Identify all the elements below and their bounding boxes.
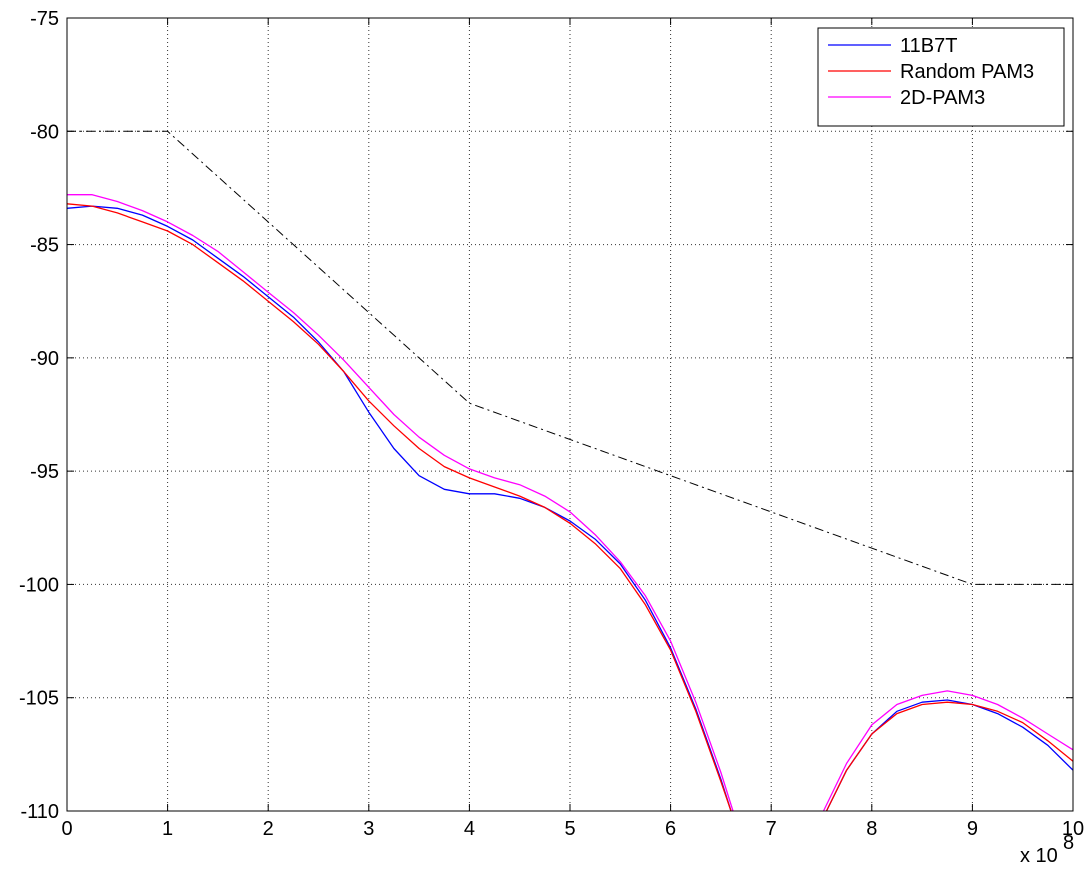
x-tick-label: 7 [766, 818, 777, 840]
legend-label: Random PAM3 [900, 61, 1034, 83]
x-tick-label: 4 [464, 818, 475, 840]
legend-label: 2D-PAM3 [900, 87, 985, 109]
grid [67, 18, 1073, 811]
x-tick-label: 6 [665, 818, 676, 840]
series-group [66, 130, 1074, 812]
legend: 11B7T Random PAM3 2D-PAM3 [817, 27, 1065, 127]
x-multiplier-exponent: 8 [1063, 832, 1074, 854]
series-line-2d-pam3 [822, 690, 1074, 812]
x-tick-label: 9 [967, 818, 978, 840]
tick-labels: 0 1 2 3 4 5 6 7 8 9 10 -110 -105 -100 -95 -90 -85 -80 -75 [19, 8, 1084, 840]
series-line-random-pam3 [66, 203, 732, 812]
x-tick-label: 10 [1062, 818, 1084, 840]
x-tick-label: 2 [263, 818, 274, 840]
y-tick-label: -110 [20, 801, 59, 823]
series-line-11b7t [66, 205, 732, 812]
y-tick-label: -85 [30, 235, 59, 257]
y-tick-label: -95 [30, 461, 59, 483]
ticks [66, 17, 1074, 812]
x-tick-label: 5 [564, 818, 575, 840]
y-tick-label: -100 [19, 574, 59, 596]
y-tick-label: -90 [30, 348, 59, 370]
x-tick-label: 0 [61, 818, 72, 840]
series-line-random-pam3 [825, 701, 1074, 812]
x-tick-label: 1 [162, 818, 173, 840]
x-tick-label: 8 [866, 818, 877, 840]
y-tick-label: -80 [30, 121, 59, 143]
y-tick-label: -105 [19, 688, 59, 710]
x-tick-label: 3 [363, 818, 374, 840]
legend-box [817, 27, 1065, 127]
x-multiplier-label: x 10 [1020, 845, 1058, 867]
series-line-2d-pam3 [67, 194, 734, 812]
y-tick-label: -75 [30, 8, 59, 30]
legend-label: 11B7T [900, 35, 957, 57]
